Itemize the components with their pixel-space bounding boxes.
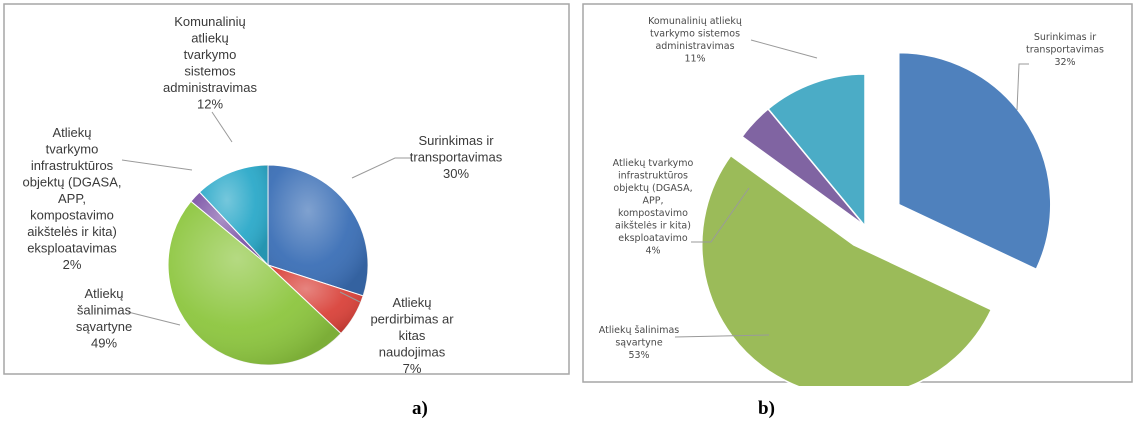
caption-b: b)	[758, 398, 775, 419]
leader-line	[121, 159, 193, 171]
leader-line	[351, 157, 412, 179]
leader-line	[339, 291, 361, 303]
slice-label: Atliekų tvarkymo infrastruktūros objektų (…	[613, 158, 694, 257]
slice-label: Atliekų perdirbimas ar kitas naudojimas 7%	[370, 295, 454, 376]
leader-line	[127, 311, 181, 326]
slice-label: Atliekų šalinimas sąvartyne 53%	[599, 325, 680, 361]
caption-a: a)	[412, 398, 428, 419]
pie-chart-b-canvas: Surinkimas ir transportavimas 32% Atliekų š…	[582, 3, 1133, 386]
pie-chart-a: Surinkimas ir transportavimas 30% Atliekų pe…	[0, 0, 573, 378]
leader-line	[691, 187, 750, 243]
slice-label: Atliekų šalinimas sąvartyne 49%	[76, 286, 132, 351]
slice-label: Komunalinių atliekų tvarkymo sistemos admi…	[648, 16, 742, 65]
leader-line	[674, 334, 770, 338]
leader-line	[211, 111, 233, 143]
slice-label: Atliekų tvarkymo infrastruktūros objektų (D…	[23, 125, 122, 272]
pie-chart-a-canvas: Surinkimas ir transportavimas 30% Atliekų pe…	[3, 3, 570, 376]
slice-label: Surinkimas ir transportavimas 32%	[1026, 32, 1104, 68]
leader-line	[1016, 63, 1029, 111]
pie-slice	[767, 73, 866, 229]
slice-label: Komunalinių atliekų tvarkymo sistemos admini…	[163, 14, 257, 112]
pie-slice	[701, 154, 993, 386]
pie-chart-b: Surinkimas ir transportavimas 32% Atliekų š…	[581, 0, 1135, 386]
leader-line	[750, 39, 818, 59]
pie-slice	[898, 51, 1052, 271]
slice-label: Surinkimas ir transportavimas 30%	[410, 133, 503, 181]
